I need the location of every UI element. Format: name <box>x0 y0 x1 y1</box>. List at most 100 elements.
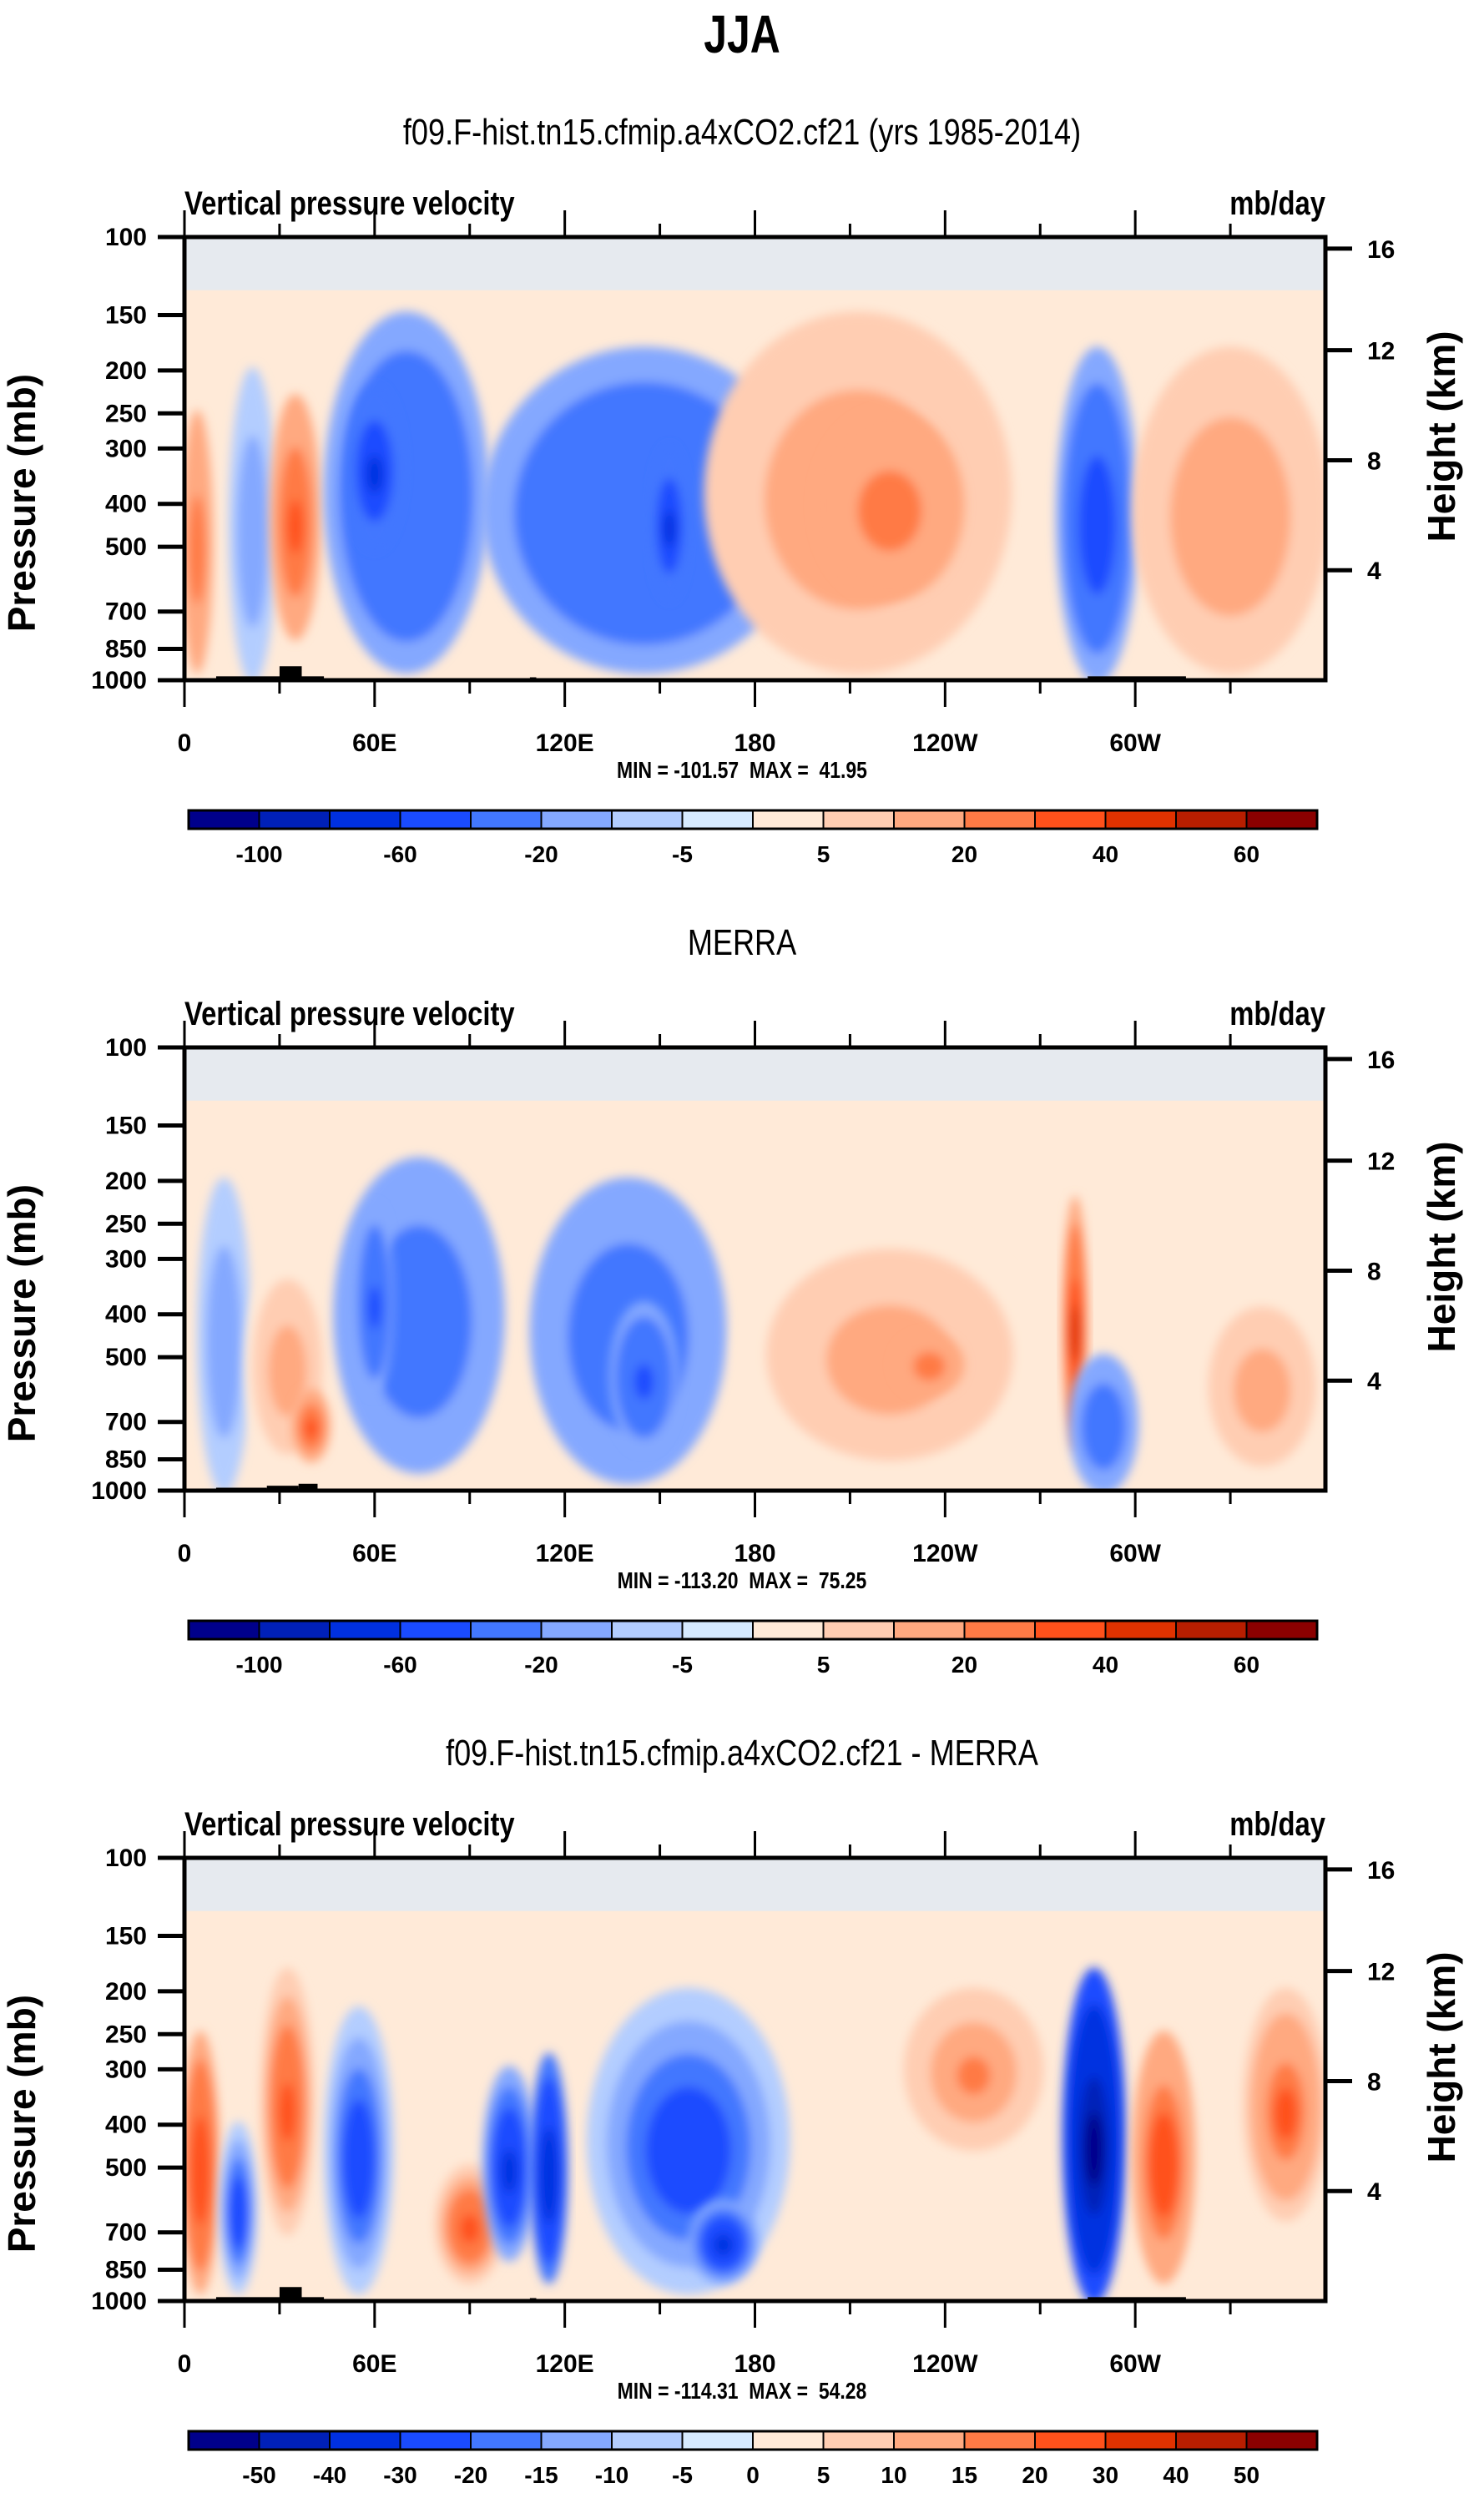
y-right-tick-label: 12 <box>1367 1959 1395 1986</box>
colorbar-swatch <box>1104 2430 1177 2450</box>
contour-level <box>665 2119 712 2187</box>
x-tick-label: 60W <box>1109 729 1161 757</box>
colorbar-swatch <box>1034 2430 1107 2450</box>
colorbar-1: -100 -60 -20 -5 5 20 40 60 <box>187 809 1319 867</box>
x-tick-label: 60E <box>352 2350 396 2378</box>
contour-level <box>245 503 260 573</box>
colorbar-label: 10 <box>881 2462 906 2488</box>
y-right-axis-label: Height (km) <box>1420 331 1463 542</box>
colorbar-label: 20 <box>1022 2462 1047 2488</box>
contour-feature <box>649 445 689 601</box>
contour-level <box>305 1418 318 1439</box>
y-tick-label: 1000 <box>91 1477 147 1505</box>
topography-mask <box>215 2297 290 2301</box>
colorbar-swatch <box>1175 1620 1248 1640</box>
y-tick-label: 850 <box>105 2257 147 2284</box>
x-tick-label: 120E <box>536 1540 594 1567</box>
contour-level <box>231 2194 245 2235</box>
contour-feature <box>184 2031 220 2295</box>
contour-level <box>368 1285 381 1330</box>
x-tick-label: 120W <box>912 1540 978 1567</box>
y-tick-label: 200 <box>105 357 147 385</box>
y-tick-label: 1000 <box>91 667 147 694</box>
contour-feature <box>196 1177 251 1491</box>
topography-mask <box>529 2298 537 2301</box>
colorbar-label: -5 <box>672 1652 693 1678</box>
x-tick-label: 120E <box>536 729 594 757</box>
y-tick-label: 250 <box>105 2021 147 2048</box>
contour-level <box>215 1314 233 1383</box>
y-right-tick-label: 16 <box>1367 1047 1395 1074</box>
contour-feature <box>434 2164 505 2284</box>
topography-mask <box>1088 1488 1104 1491</box>
y-right-tick-label: 12 <box>1367 338 1395 366</box>
colorbar-label: -30 <box>383 2462 416 2488</box>
topography-mask <box>266 1486 299 1491</box>
colorbar-swatch <box>540 2430 613 2450</box>
contour-level <box>1084 2112 1103 2186</box>
y-tick-label: 850 <box>105 636 147 664</box>
contour-level <box>287 499 304 555</box>
y-tick-label: 300 <box>105 435 147 462</box>
variable-label: Vertical pressure velocity <box>184 185 515 222</box>
y-tick-label: 150 <box>105 1923 147 1950</box>
colorbar-frame <box>187 1619 1319 1641</box>
contour-feature <box>903 1987 1044 2151</box>
topography-mask <box>1088 676 1186 680</box>
contour-level <box>634 1364 654 1400</box>
colorbar-label: -100 <box>235 1652 282 1678</box>
colorbar-swatch <box>963 810 1036 830</box>
contour-level <box>1154 2139 1174 2196</box>
contour-feature <box>184 410 214 674</box>
panel-title: f09.F-hist.tn15.cfmip.a4xCO2.cf21 - MERR… <box>446 1733 1038 1774</box>
contour-feature <box>815 410 965 601</box>
y-right-tick-label: 4 <box>1367 558 1381 585</box>
y-tick-label: 1000 <box>91 2288 147 2315</box>
colorbar-swatch <box>258 810 331 830</box>
colorbar-swatch <box>752 1620 825 1640</box>
contour-feature <box>346 385 404 551</box>
contour-level <box>1069 1304 1081 1362</box>
colorbar-swatch <box>752 810 825 830</box>
colorbar-label: -60 <box>383 841 416 867</box>
contour-level <box>663 510 676 548</box>
colorbar-swatch <box>1034 1620 1107 1640</box>
colorbar-frame <box>187 2430 1319 2451</box>
colorbar-label: 5 <box>817 1652 830 1678</box>
x-tick-label: 0 <box>178 1540 192 1567</box>
colorbar-swatch <box>893 2430 966 2450</box>
y-tick-label: 700 <box>105 2219 147 2247</box>
y-tick-label: 400 <box>105 491 147 518</box>
y-tick-label: 150 <box>105 1113 147 1140</box>
colorbar-label: 40 <box>1163 2462 1189 2488</box>
colorbar-swatch <box>893 1620 966 1640</box>
y-tick-label: 850 <box>105 1446 147 1474</box>
variable-label: Vertical pressure velocity <box>184 1806 515 1843</box>
figure-title: JJA <box>704 4 780 64</box>
colorbar-label: 15 <box>951 2462 977 2488</box>
contour-feature <box>1132 2031 1196 2284</box>
contour-level <box>871 491 907 535</box>
colorbar-label: -40 <box>313 2462 346 2488</box>
contour-feature <box>1068 1354 1139 1491</box>
contour-level <box>366 455 383 493</box>
y-right-tick-label: 16 <box>1367 1857 1395 1885</box>
colorbar-swatch <box>540 810 613 830</box>
y-tick-label: 500 <box>105 533 147 561</box>
colorbar-label: 20 <box>951 841 977 867</box>
x-tick-label: 60E <box>352 729 396 757</box>
colorbar-label: -20 <box>454 2462 487 2488</box>
colorbar-swatch <box>1034 810 1107 830</box>
y-right-tick-label: 12 <box>1367 1148 1395 1176</box>
colorbar-swatch <box>470 2430 543 2450</box>
colorbar-label: 50 <box>1234 2462 1259 2488</box>
y-right-tick-label: 8 <box>1367 1258 1381 1285</box>
units-label: mb/day <box>1229 1806 1325 1843</box>
contour-level <box>349 2130 369 2193</box>
topography-mask <box>215 676 290 680</box>
colorbar-label: -15 <box>524 2462 558 2488</box>
colorbar-swatch <box>611 810 684 830</box>
colorbar-swatch <box>188 1620 260 1640</box>
colorbar-swatch <box>1104 810 1177 830</box>
y-tick-label: 200 <box>105 1168 147 1195</box>
